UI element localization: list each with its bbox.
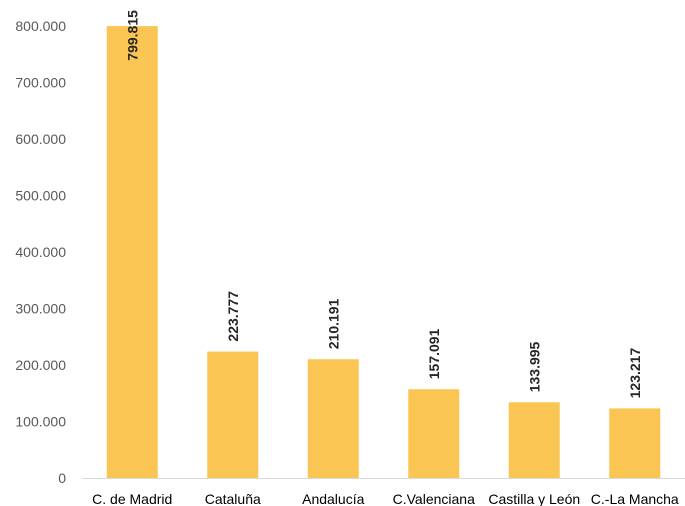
data-label: 133.995	[526, 341, 542, 392]
x-category-label: Andalucía	[302, 491, 364, 506]
y-tick-label: 500.000	[15, 188, 66, 204]
y-tick-label: 200.000	[15, 357, 66, 373]
y-tick-label: 0	[58, 470, 66, 486]
x-category-label: C.-La Mancha	[591, 491, 679, 506]
y-tick-label: 400.000	[15, 244, 66, 260]
data-label: 799.815	[124, 10, 140, 61]
y-tick-label: 800.000	[15, 18, 66, 34]
y-tick-label: 600.000	[15, 131, 66, 147]
bar	[207, 351, 259, 478]
x-category-label: C.Valenciana	[393, 491, 475, 506]
x-category-label: C. de Madrid	[92, 491, 172, 506]
bar	[609, 408, 661, 478]
y-tick-label: 700.000	[15, 75, 66, 91]
data-label: 123.217	[627, 348, 643, 399]
x-category-label: Cataluña	[205, 491, 261, 506]
data-label: 157.091	[426, 328, 442, 379]
x-category-label: Castilla y León	[488, 491, 580, 506]
data-label: 210.191	[325, 298, 341, 349]
bar	[508, 402, 560, 478]
bar	[408, 389, 460, 478]
bar	[106, 26, 158, 479]
data-label: 223.777	[225, 291, 241, 342]
y-tick-label: 300.000	[15, 301, 66, 317]
y-tick-label: 100.000	[15, 414, 66, 430]
bar	[307, 359, 359, 478]
